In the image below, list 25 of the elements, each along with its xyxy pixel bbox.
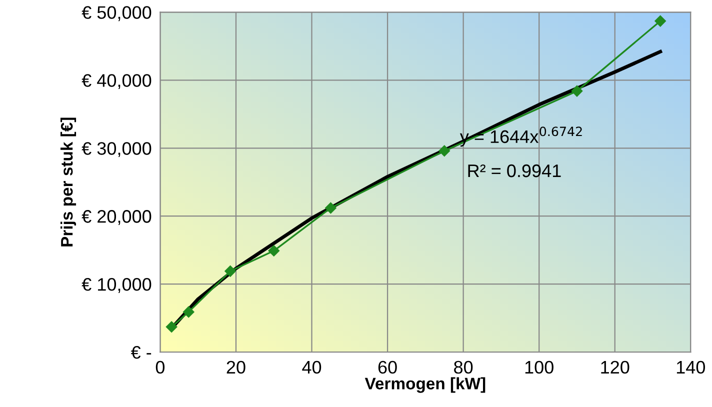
- point: [325, 202, 336, 214]
- point: [268, 245, 280, 256]
- x-tick-label: 140: [676, 360, 705, 374]
- x-tick-label: 0: [156, 360, 165, 374]
- y-tick-label: € 50,000: [82, 6, 152, 22]
- x-axis-title: Vermogen [kW]: [364, 377, 486, 393]
- y-tick-label: € 40,000: [82, 74, 152, 90]
- annotation: R² = 0.9941: [468, 164, 561, 178]
- y-tick-label: € 30,000: [82, 142, 152, 157]
- y-axis-title: Prijs per stuk [€]: [60, 118, 76, 246]
- x-tick-label: 20: [226, 360, 246, 374]
- x-tick-label: 100: [525, 360, 554, 374]
- x-tick-label: 40: [302, 360, 322, 374]
- y-tick-label: € 10,000: [82, 278, 152, 293]
- x-tick-label: 80: [454, 360, 473, 374]
- y-tick-label: € -: [130, 346, 152, 359]
- point: [166, 321, 178, 333]
- point: [571, 85, 583, 97]
- y-tick-label: € 20,000: [82, 210, 152, 225]
- x-tick-label: 120: [601, 360, 630, 374]
- x-tick-label: 60: [378, 360, 397, 374]
- point: [183, 306, 194, 318]
- point: [224, 266, 236, 277]
- point: [654, 15, 666, 27]
- point: [438, 145, 450, 156]
